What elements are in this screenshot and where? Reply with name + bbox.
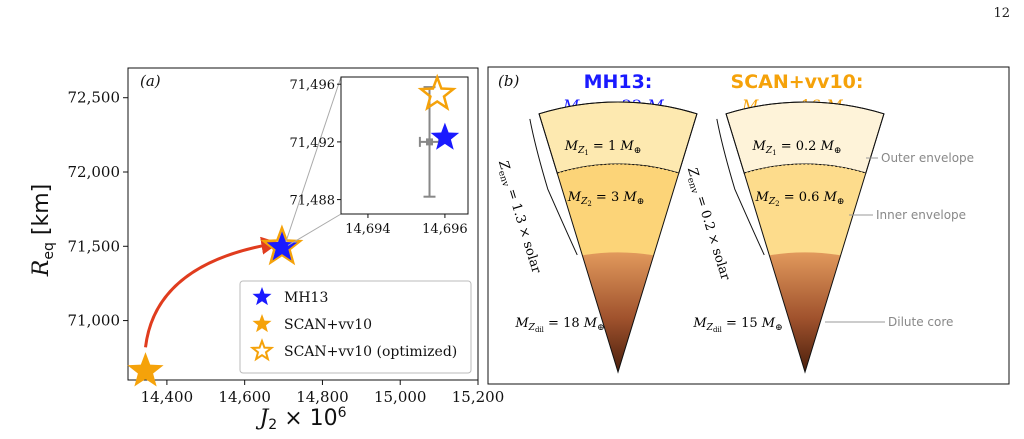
label-zdil-scan: MZdil = 15 M⊕: [692, 316, 782, 334]
label-z1-scan: MZ1 = 0.2 M⊕: [752, 139, 842, 157]
inset-connector-top: [285, 76, 342, 242]
dilute-core-mh13: [582, 252, 654, 372]
panel-label-b: (b): [498, 72, 519, 90]
label-zenv-scan: Zenv = 0.2 × solar: [682, 165, 733, 283]
brace-mh13: [529, 118, 578, 256]
label-z2-mh13: MZ2 = 3 M⊕: [567, 190, 645, 208]
y-axis: 71,000 71,500 72,000 72,500: [68, 89, 128, 330]
label-zdil-mh13: MZdil = 18 M⊕: [514, 316, 604, 334]
inset-y-tick-label: 71,488: [290, 194, 336, 209]
panel-a: 14,400 14,600 14,800 15,000 15,200 71,00071,…: [29, 67, 505, 433]
page-number: 12: [993, 6, 1010, 21]
inset-y-tick-label: 71,492: [290, 136, 336, 151]
wedge-edge-mh13: [538, 101, 698, 374]
inset-connector-bottom: [287, 213, 342, 246]
x-tick-label: 15,200: [452, 388, 505, 406]
inner-envelope-mh13: [557, 164, 679, 265]
inset-axes: 14,694 14,696 71,488 71,492 71,496: [290, 78, 468, 237]
inset-plot-area: [340, 76, 469, 215]
label-zenv-mh13: Zenv = 1.3 × solar: [493, 158, 544, 276]
legend-label: MH13: [284, 290, 328, 306]
panel-label-a: (a): [140, 72, 161, 90]
dilute-core-scan: [769, 252, 841, 372]
outer-envelope-scan: [725, 101, 885, 174]
plot-area: [127, 67, 479, 381]
zone-label-inner: Inner envelope: [876, 208, 966, 222]
inner-envelope-scan: [744, 163, 866, 265]
model-title-mh13: MH13:: [584, 71, 653, 93]
y-tick-label: 72,000: [68, 163, 121, 181]
marker-mh13: [266, 231, 298, 261]
legend-marker: [252, 314, 272, 333]
x-tick-label: 14,600: [218, 388, 271, 406]
legend-marker: [249, 338, 275, 362]
inset-x-tick-label: 14,694: [345, 222, 391, 237]
legend: MH13 SCAN+vv10 SCAN+vv10 (optimized): [239, 280, 472, 374]
inset-marker-mh13: [430, 122, 460, 150]
zone-label-outer: Outer envelope: [881, 151, 974, 165]
envelope-boundary-mh13: [557, 163, 679, 174]
y-tick-label: 71,500: [68, 237, 121, 255]
x-axis: 14,400 14,600 14,800 15,000 15,200: [141, 380, 505, 406]
legend-label: SCAN+vv10 (optimized): [284, 344, 457, 360]
legend-marker: [252, 287, 272, 306]
panel-b-frame: [487, 66, 1010, 385]
wedge-mh13: [529, 101, 698, 374]
brace-scan: [716, 118, 765, 256]
x-axis-label: J2 × 106: [255, 405, 346, 433]
x-tick-label: 14,800: [296, 388, 349, 406]
wedge-edge-scan: [725, 101, 885, 374]
panel-b: (b) MH13: MZtot = 22 M⊕ SCAN+vv10: MZtot…: [487, 66, 1010, 385]
legend-label: SCAN+vv10: [284, 317, 372, 333]
y-axis-label: Req [km]: [29, 184, 57, 277]
envelope-boundary-scan: [744, 163, 866, 174]
inset-markers: [417, 73, 460, 198]
x-tick-label: 14,400: [141, 388, 194, 406]
marker-scan: [127, 352, 164, 387]
model-title-scan: SCAN+vv10:: [731, 71, 864, 93]
y-tick-label: 72,500: [68, 89, 121, 107]
obs-point: [426, 138, 434, 146]
y-tick-label: 71,000: [68, 312, 121, 330]
inset-x-tick-label: 14,696: [422, 222, 468, 237]
inset-marker-scan-optimized: [417, 73, 457, 111]
label-z2-scan: MZ2 = 0.6 M⊕: [755, 190, 845, 208]
outer-envelope-mh13: [538, 101, 698, 174]
zone-label-core: Dilute core: [888, 315, 953, 329]
label-z1-mh13: MZ1 = 1 M⊕: [564, 139, 642, 157]
x-tick-label: 15,000: [374, 388, 427, 406]
wedge-scan: [716, 101, 885, 374]
inset-y-tick-label: 71,496: [290, 78, 336, 93]
trend-arrow: [144, 236, 280, 348]
legend-box: [239, 280, 472, 374]
